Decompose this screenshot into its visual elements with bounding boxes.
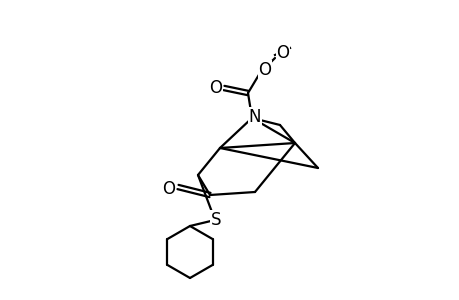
Text: S: S [210,211,221,229]
Text: O: O [162,180,175,198]
Text: N: N [248,108,261,126]
Text: O: O [209,79,222,97]
Text: O: O [258,61,271,79]
Text: O: O [276,44,289,62]
